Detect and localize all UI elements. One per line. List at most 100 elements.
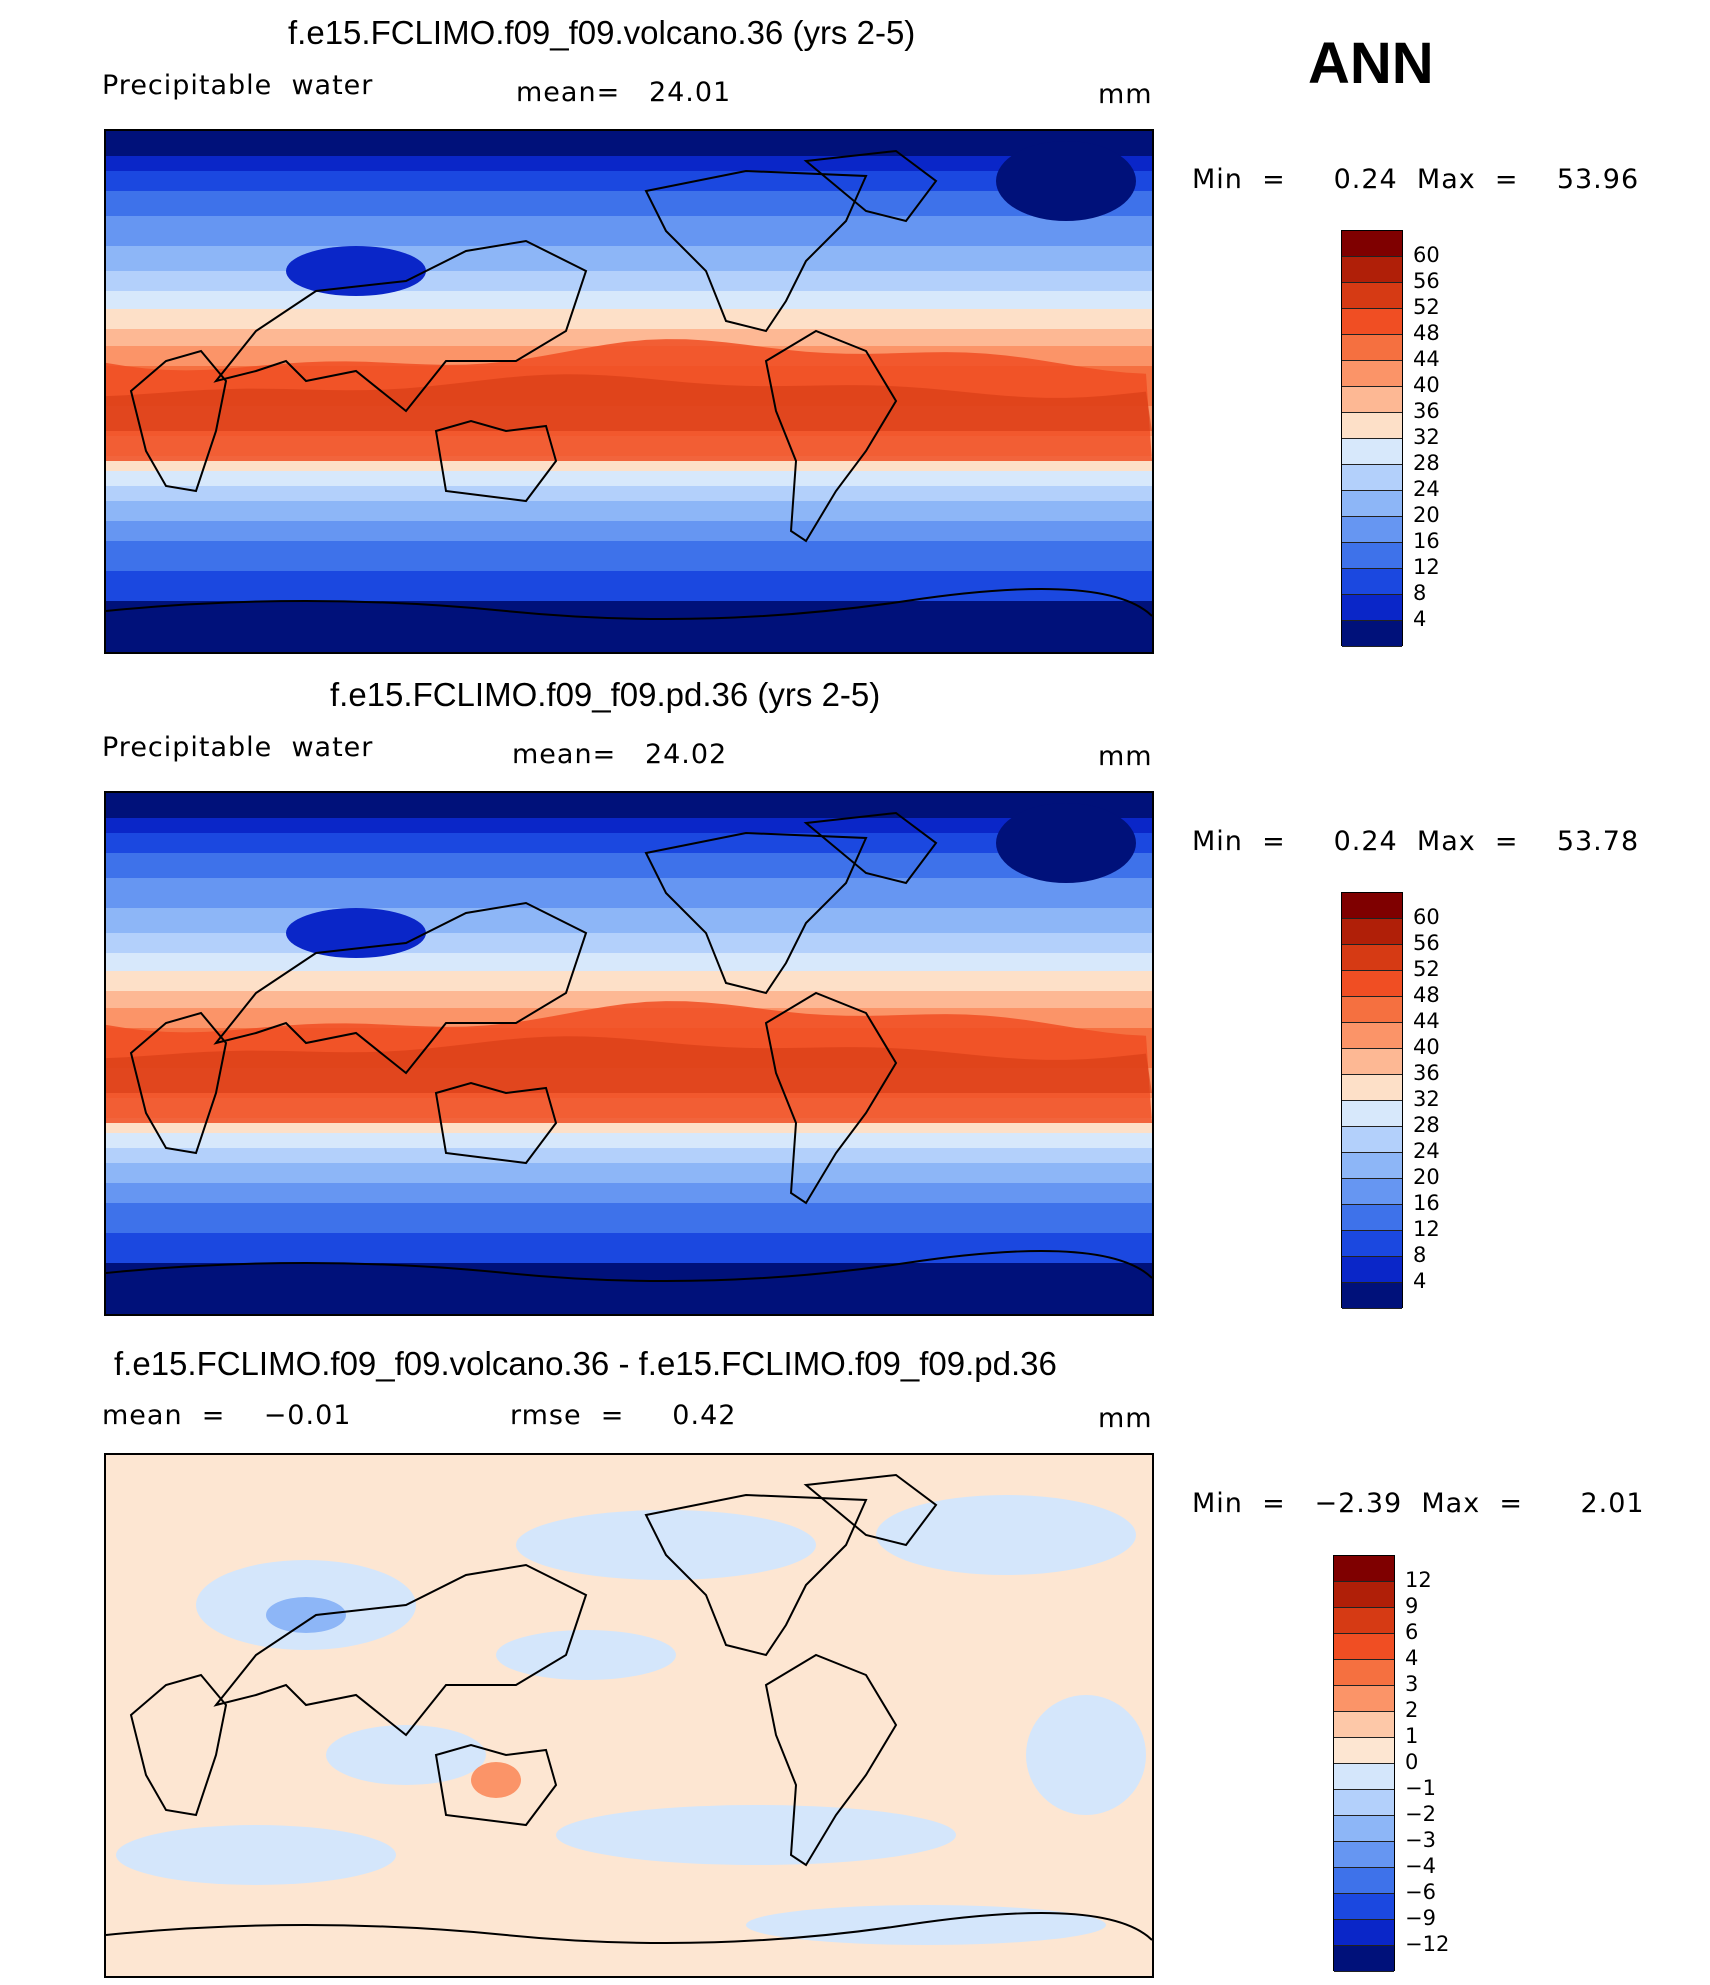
coastline	[644, 169, 868, 333]
colorbar-swatch	[1342, 517, 1402, 543]
colorbar-tick-label: 12	[1413, 1217, 1440, 1241]
field-anomaly	[496, 1630, 676, 1680]
colorbar-swatch	[1342, 1205, 1402, 1231]
panel3-title: f.e15.FCLIMO.f09_f09.volcano.36 - f.e15.…	[114, 1345, 1057, 1382]
field-band	[106, 291, 1152, 310]
field-band	[106, 471, 1152, 487]
colorbar-swatch	[1342, 491, 1402, 517]
colorbar-swatch	[1342, 595, 1402, 621]
coastline	[764, 329, 898, 543]
colorbar-tick-label: 8	[1413, 581, 1427, 605]
field-anomaly	[556, 1805, 956, 1865]
colorbar-swatch	[1342, 465, 1402, 491]
colorbar-swatch	[1342, 413, 1402, 439]
field-band	[106, 501, 1152, 522]
coastline	[434, 419, 558, 503]
colorbar-tick-label: 2	[1405, 1698, 1419, 1722]
coastline	[803, 1473, 938, 1547]
field-anomaly	[266, 1597, 346, 1633]
tibet-minimum	[286, 908, 426, 958]
field-anomaly	[326, 1725, 486, 1785]
colorbar-swatch	[1342, 1127, 1402, 1153]
season-label: ANN	[1308, 31, 1434, 96]
panel2-colorbar	[1341, 892, 1403, 1309]
colorbar-tick-label: 12	[1413, 555, 1440, 579]
field-band	[106, 971, 1152, 992]
field-anomaly	[471, 1762, 521, 1798]
coastline	[129, 349, 228, 493]
coastline	[129, 1673, 228, 1817]
colorbar-swatch	[1334, 1946, 1394, 1972]
panel1-minmax: Min = 0.24 Max = 53.96	[1192, 164, 1640, 195]
colorbar-swatch	[1342, 1179, 1402, 1205]
coastline	[213, 239, 588, 413]
colorbar-tick-label: 48	[1413, 983, 1440, 1007]
coastline	[803, 811, 938, 885]
colorbar-swatch	[1342, 1101, 1402, 1127]
warm-pool	[106, 1036, 1152, 1093]
coastline	[764, 991, 898, 1205]
panel1-title: f.e15.FCLIMO.f09_f09.volcano.36 (yrs 2-5…	[288, 14, 916, 51]
colorbar-swatch	[1334, 1894, 1394, 1920]
colorbar-tick-label: 12	[1405, 1568, 1432, 1592]
panel3-colorbar	[1333, 1555, 1395, 1972]
colorbar-swatch	[1342, 387, 1402, 413]
colorbar-tick-label: 56	[1413, 931, 1440, 955]
colorbar-swatch	[1334, 1816, 1394, 1842]
panel2-units: mm	[1098, 741, 1153, 772]
colorbar-swatch	[1334, 1608, 1394, 1634]
colorbar-swatch	[1342, 543, 1402, 569]
coastline	[129, 1011, 228, 1155]
colorbar-swatch	[1334, 1738, 1394, 1764]
colorbar-swatch	[1342, 361, 1402, 387]
colorbar-tick-label: 24	[1413, 1139, 1440, 1163]
field-band	[106, 521, 1152, 542]
colorbar-tick-label: 60	[1413, 905, 1440, 929]
coastline	[213, 901, 588, 1075]
colorbar-tick-label: 20	[1413, 1165, 1440, 1189]
panel3-map	[104, 1453, 1154, 1978]
colorbar-tick-label: 3	[1405, 1672, 1419, 1696]
colorbar-swatch	[1342, 1075, 1402, 1101]
colorbar-swatch	[1342, 1283, 1402, 1309]
colorbar-tick-label: 24	[1413, 477, 1440, 501]
panel3-minmax: Min = −2.39 Max = 2.01	[1192, 1488, 1645, 1519]
colorbar-tick-label: 28	[1413, 451, 1440, 475]
field-band	[106, 953, 1152, 972]
colorbar-swatch	[1334, 1686, 1394, 1712]
colorbar-tick-label: −4	[1405, 1854, 1436, 1878]
colorbar-swatch	[1334, 1920, 1394, 1946]
field-band	[106, 571, 1152, 602]
colorbar-swatch	[1342, 335, 1402, 361]
colorbar-swatch	[1334, 1842, 1394, 1868]
greenland-minimum	[996, 803, 1136, 883]
colorbar-tick-label: −2	[1405, 1802, 1436, 1826]
colorbar-swatch	[1342, 945, 1402, 971]
panel1-colorbar	[1341, 230, 1403, 647]
field-band	[106, 329, 1152, 347]
field-anomaly	[746, 1905, 1106, 1945]
field-anomaly	[876, 1495, 1136, 1575]
panel3-units: mm	[1098, 1403, 1153, 1434]
colorbar-tick-label: 44	[1413, 347, 1440, 371]
colorbar-tick-label: 52	[1413, 957, 1440, 981]
field-band	[106, 601, 1152, 652]
colorbar-tick-label: 32	[1413, 425, 1440, 449]
field-band	[106, 1148, 1152, 1164]
colorbar-tick-label: 32	[1413, 1087, 1440, 1111]
field-band	[106, 1163, 1152, 1184]
field-band	[106, 246, 1152, 272]
colorbar-tick-label: 4	[1413, 1269, 1427, 1293]
field-band	[106, 131, 1152, 157]
panel2-variable-label: Precipitable water	[102, 732, 374, 763]
field-band	[106, 541, 1152, 572]
field-anomaly	[116, 1825, 396, 1885]
panel1-variable-label: Precipitable water	[102, 70, 374, 101]
field-band	[106, 793, 1152, 819]
colorbar-swatch	[1342, 309, 1402, 335]
coastline	[644, 831, 868, 995]
colorbar-swatch	[1342, 1023, 1402, 1049]
colorbar-swatch	[1342, 257, 1402, 283]
warm-pool	[106, 374, 1152, 431]
colorbar-tick-label: 52	[1413, 295, 1440, 319]
